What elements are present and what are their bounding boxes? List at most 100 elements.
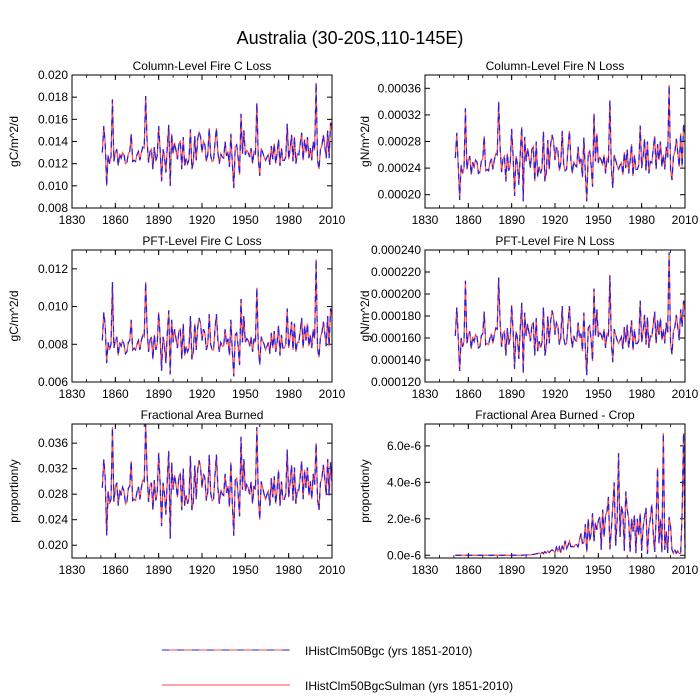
x-tick-label: 1950	[585, 387, 612, 401]
plot-frame	[424, 423, 686, 559]
x-tick-label: 1860	[102, 387, 129, 401]
x-tick-label: 2010	[672, 213, 699, 227]
series-line-bgc	[455, 433, 686, 556]
x-tick-label: 1950	[232, 387, 259, 401]
y-tick-label: 0.00024	[378, 161, 422, 175]
x-tick-label: 2010	[319, 213, 346, 227]
x-tick-label: 1830	[412, 563, 439, 577]
panel-5: Fractional Area Burned proportion/y 1830 18…	[7, 408, 346, 577]
x-tick-label: 1920	[542, 387, 569, 401]
y-tick-label: 0.008	[38, 201, 68, 215]
panel-1: Column-Level Fire C Loss gC/m^2/d 1830 1860…	[7, 59, 346, 227]
series-line-bgc	[454, 84, 686, 202]
x-tick-label: 1860	[455, 563, 482, 577]
y-tick-label: 0.0e-6	[387, 548, 421, 562]
y-tick-label: 0.00028	[378, 135, 422, 149]
panel-4: PFT-Level Fire N Loss gN/m^2/d 1830 1860 189…	[358, 234, 699, 401]
x-tick-label: 1950	[232, 563, 259, 577]
y-tick-label: 0.018	[38, 90, 68, 104]
y-axis-label: gC/m^2/d	[7, 291, 21, 342]
y-tick-label: 0.010	[38, 300, 68, 314]
x-tick-label: 1920	[189, 563, 216, 577]
y-tick-label: 0.000120	[371, 375, 421, 389]
y-tick-label: 0.024	[38, 513, 68, 527]
figure-title: Australia (30-20S,110-145E)	[237, 28, 464, 48]
y-tick-label: 0.00032	[378, 108, 422, 122]
y-axis-label: proportion/y	[358, 459, 372, 522]
x-tick-label: 1860	[102, 563, 129, 577]
x-tick-label: 1830	[59, 563, 86, 577]
plot-frame	[71, 423, 333, 559]
x-tick-label: 1860	[102, 213, 129, 227]
y-tick-label: 0.000160	[371, 331, 421, 345]
legend: IHistClm50Bgc (yrs 1851-2010) IHistClm50…	[162, 644, 513, 693]
x-tick-label: 1830	[59, 387, 86, 401]
x-tick-label: 1830	[412, 387, 439, 401]
x-tick-label: 1920	[542, 563, 569, 577]
panel-title: PFT-Level Fire C Loss	[142, 234, 261, 248]
x-tick-label: 1920	[189, 387, 216, 401]
panel-title: PFT-Level Fire N Loss	[495, 234, 614, 248]
y-tick-label: 0.032	[38, 462, 68, 476]
panel-title: Column-Level Fire N Loss	[486, 59, 625, 73]
y-tick-label: 0.020	[38, 538, 68, 552]
x-tick-label: 1830	[59, 213, 86, 227]
legend-label-series2: IHistClm50BgcSulman (yrs 1851-2010)	[305, 679, 513, 693]
y-tick-label: 0.012	[38, 262, 68, 276]
x-tick-label: 1980	[628, 213, 655, 227]
series-line-bgc	[454, 252, 686, 376]
y-tick-label: 0.020	[38, 68, 68, 82]
y-tick-label: 6.0e-6	[387, 439, 421, 453]
y-tick-label: 0.010	[38, 179, 68, 193]
y-tick-label: 0.000140	[371, 353, 421, 367]
x-tick-label: 1860	[455, 387, 482, 401]
x-tick-label: 1890	[498, 387, 525, 401]
y-tick-label: 0.028	[38, 487, 68, 501]
x-tick-label: 1950	[585, 213, 612, 227]
legend-label-series1: IHistClm50Bgc (yrs 1851-2010)	[305, 644, 472, 658]
y-tick-label: 4.0e-6	[387, 475, 421, 489]
series-line-bgc	[101, 259, 333, 377]
y-tick-label: 0.00020	[378, 188, 422, 202]
series-line-bgc	[101, 423, 333, 539]
panel-title: Column-Level Fire C Loss	[133, 59, 272, 73]
x-tick-label: 1890	[498, 563, 525, 577]
panel-6: Fractional Area Burned - Crop proportion/…	[358, 408, 699, 577]
x-tick-label: 1890	[145, 213, 172, 227]
y-tick-label: 0.000180	[371, 309, 421, 323]
x-tick-label: 1950	[232, 213, 259, 227]
x-tick-label: 1980	[628, 387, 655, 401]
y-tick-label: 0.000200	[371, 287, 421, 301]
y-axis-label: gN/m^2/d	[358, 116, 372, 167]
x-tick-label: 2010	[672, 563, 699, 577]
panel-3: PFT-Level Fire C Loss gC/m^2/d 1830 1860 189…	[7, 234, 346, 401]
x-tick-label: 1860	[455, 213, 482, 227]
series-line-sulman	[454, 84, 686, 202]
y-tick-label: 2.0e-6	[387, 512, 421, 526]
x-tick-label: 1890	[498, 213, 525, 227]
y-tick-label: 0.006	[38, 375, 68, 389]
y-axis-label: proportion/y	[7, 459, 21, 522]
x-tick-label: 1980	[628, 563, 655, 577]
panel-title: Fractional Area Burned - Crop	[475, 408, 635, 422]
plot-frame	[71, 249, 333, 383]
y-tick-label: 0.036	[38, 436, 68, 450]
x-tick-label: 1980	[275, 563, 302, 577]
x-tick-label: 2010	[672, 387, 699, 401]
y-tick-label: 0.014	[38, 135, 68, 149]
x-tick-label: 1890	[145, 387, 172, 401]
y-axis-label: gC/m^2/d	[7, 116, 21, 167]
x-tick-label: 1890	[145, 563, 172, 577]
y-tick-label: 0.000220	[371, 265, 421, 279]
x-tick-label: 2010	[319, 387, 346, 401]
y-tick-label: 0.00036	[378, 81, 422, 95]
x-tick-label: 1920	[189, 213, 216, 227]
x-tick-label: 1980	[275, 213, 302, 227]
y-tick-label: 0.012	[38, 157, 68, 171]
series-line-bgc	[101, 82, 333, 189]
y-tick-label: 0.008	[38, 337, 68, 351]
series-line-sulman	[454, 252, 686, 376]
y-tick-label: 0.000240	[371, 243, 421, 257]
y-tick-label: 0.016	[38, 112, 68, 126]
